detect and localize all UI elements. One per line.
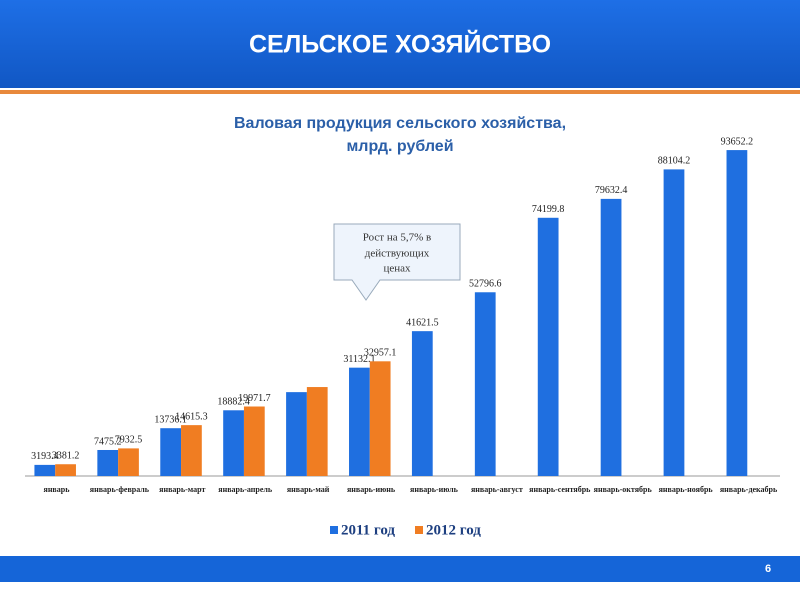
value-label: 41621.5 — [406, 317, 439, 328]
value-label: 3381.2 — [52, 451, 80, 462]
value-label: 13736.1 — [154, 414, 187, 425]
legend-swatch — [330, 526, 338, 534]
value-label: 7932.5 — [115, 435, 143, 446]
bar — [726, 150, 748, 477]
bar — [55, 464, 76, 476]
bar — [181, 425, 202, 476]
bar — [243, 406, 265, 476]
bar — [160, 428, 182, 476]
x-tick-label: январь-сентябрь — [529, 485, 591, 494]
legend-label: 2011 год — [341, 522, 395, 538]
bar — [223, 410, 244, 476]
bar — [369, 361, 391, 476]
page-number: 6 — [765, 563, 771, 575]
value-label: 18882.4 — [217, 397, 250, 408]
chart-subtitle: млрд. рублей — [346, 138, 453, 155]
bar — [537, 217, 559, 476]
callout-text: ценах — [383, 263, 411, 275]
callout-text: действующих — [365, 248, 430, 260]
x-tick-label: январь-ноябрь — [659, 485, 714, 494]
x-tick-label: январь-август — [471, 485, 523, 494]
value-label: 93652.2 — [721, 136, 754, 147]
x-tick-label: январь-февраль — [90, 485, 150, 494]
bar — [118, 448, 139, 476]
value-label: 32957.1 — [364, 348, 397, 359]
value-label: 52796.6 — [469, 279, 502, 290]
legend-swatch — [415, 526, 423, 534]
chart-title: Валовая продукция сельского хозяйства, — [234, 115, 566, 132]
x-tick-label: январь-июнь — [347, 485, 396, 494]
bar — [97, 449, 119, 476]
x-tick-label: январь — [43, 485, 70, 494]
x-tick-label: январь-июль — [410, 485, 459, 494]
callout: Рост на 5,7% в действующих ценах — [333, 223, 461, 301]
header-bar — [0, 0, 800, 88]
bar — [474, 292, 496, 476]
value-label: 14615.3 — [175, 411, 208, 422]
value-label: 3193.4 — [31, 451, 59, 462]
bar — [349, 367, 370, 476]
callout-box — [333, 223, 461, 301]
value-label: 7475.2 — [94, 436, 122, 447]
page-title: СЕЛЬСКОЕ ХОЗЯЙСТВО — [249, 29, 551, 59]
value-label: 79632.4 — [595, 185, 628, 196]
bar — [663, 169, 685, 476]
value-label: 31132.1 — [343, 354, 375, 365]
header-stripe — [0, 90, 800, 94]
value-label: 19971.7 — [238, 393, 271, 404]
footer-bar — [0, 556, 800, 582]
bar — [306, 387, 328, 476]
x-tick-label: январь-апрель — [218, 485, 273, 494]
bar — [34, 464, 56, 476]
x-tick-label: январь-май — [287, 485, 330, 494]
x-tick-label: январь-март — [159, 485, 205, 494]
bar — [600, 198, 622, 476]
x-tick-label: январь-декабрь — [720, 485, 778, 494]
value-label: 88104.2 — [658, 156, 691, 167]
legend-label: 2012 год — [426, 522, 481, 538]
bar — [286, 392, 307, 476]
x-tick-label: январь-октябрь — [594, 485, 653, 494]
callout-text: Рост на 5,7% в — [363, 232, 431, 244]
value-label: 74199.8 — [532, 204, 565, 215]
bar — [411, 331, 433, 476]
